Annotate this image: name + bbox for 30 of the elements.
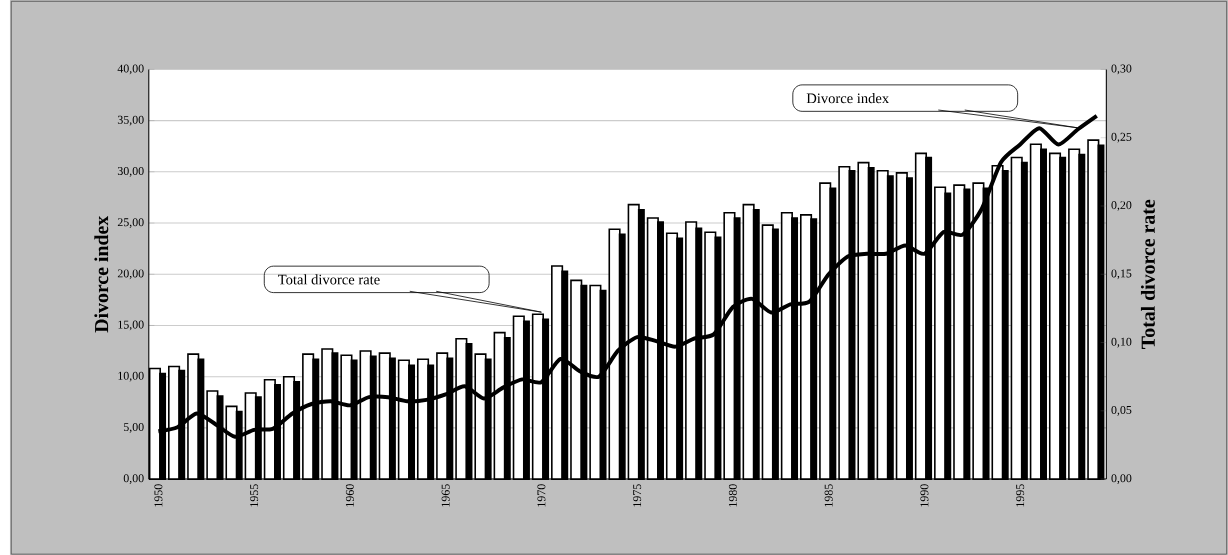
- y-axis-title: Divorce index: [94, 215, 109, 333]
- x-tick-label: 1950: [154, 483, 163, 507]
- y-tick-label: 15,00: [118, 320, 144, 331]
- y2-tick-label: 0,10: [1111, 337, 1132, 348]
- x-tick-label: 1995: [1016, 483, 1025, 507]
- x-tick-label: 1955: [250, 483, 259, 507]
- annotation: Divorce index: [806, 92, 889, 103]
- y-tick-label: 10,00: [118, 371, 144, 382]
- y-tick-label: 30,00: [117, 166, 144, 177]
- y2-tick-label: 0,30: [1111, 64, 1132, 75]
- y2-tick-label: 0,25: [1111, 132, 1132, 143]
- x-tick-label: 1960: [345, 483, 354, 507]
- x-tick-label: 1990: [920, 483, 929, 507]
- y2-tick-label: 0,00: [1111, 473, 1132, 484]
- x-tick-label: 1985: [824, 483, 833, 507]
- y2-tick-label: 0,05: [1111, 405, 1132, 416]
- y-tick-label: 40,00: [117, 64, 144, 75]
- x-tick-label: 1970: [537, 483, 546, 507]
- y2-tick-label: 0,20: [1111, 200, 1132, 211]
- y-tick-label: 20,00: [117, 269, 144, 279]
- x-tick-label: 1965: [441, 483, 450, 507]
- y-tick-label: 5,00: [123, 422, 144, 433]
- y2-axis-title: Total divorce rate: [1140, 199, 1155, 349]
- y-tick-label: 25,00: [117, 217, 144, 228]
- y-tick-label: 35,00: [117, 115, 144, 126]
- annotation: Total divorce rate: [278, 274, 380, 285]
- y2-tick-label: 0,15: [1111, 269, 1132, 279]
- x-tick-label: 1975: [633, 483, 642, 507]
- y-tick-label: 0,00: [123, 473, 144, 484]
- x-tick-label: 1980: [728, 483, 737, 507]
